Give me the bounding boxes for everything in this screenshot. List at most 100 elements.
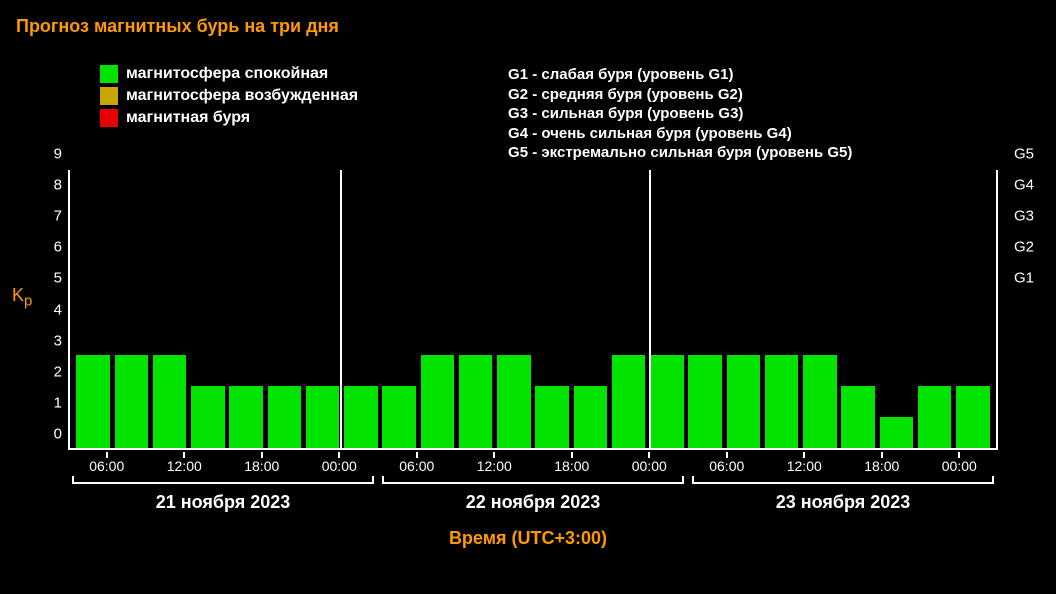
legend: магнитосфера спокойная магнитосфера возбу… <box>100 65 358 163</box>
bar-slot <box>342 170 380 448</box>
bar-slot <box>227 170 265 448</box>
legend-label: магнитосфера спокойная <box>126 65 328 83</box>
bar <box>880 417 914 448</box>
x-tick-mark <box>416 452 418 458</box>
x-tick-mark <box>106 452 108 458</box>
bar-slot <box>418 170 456 448</box>
bar-slot <box>495 170 533 448</box>
y-tick: 7 <box>54 208 62 225</box>
x-tick-mark <box>648 452 650 458</box>
x-tick-mark <box>261 452 263 458</box>
x-ticks: 06:0012:0018:0000:0006:0012:0018:0000:00… <box>68 452 998 482</box>
bar <box>344 386 378 448</box>
bar-slot <box>112 170 150 448</box>
legend-label: магнитная буря <box>126 109 250 127</box>
y-tick: 1 <box>54 395 62 412</box>
bars-container <box>70 170 996 448</box>
y-axis-label: Kp <box>12 285 32 310</box>
bar-slot <box>457 170 495 448</box>
y-tick: 5 <box>54 270 62 287</box>
bar <box>76 355 110 448</box>
bar <box>115 355 149 448</box>
bar <box>650 355 684 448</box>
bar <box>535 386 569 448</box>
bar-slot <box>839 170 877 448</box>
bar-slot <box>648 170 686 448</box>
page-title: Прогноз магнитных бурь на три дня <box>0 0 1056 37</box>
legend-label: магнитосфера возбужденная <box>126 87 358 105</box>
right-axis: G1G2G3G4G5 <box>1006 170 1044 450</box>
legend-swatch <box>100 109 118 127</box>
y-tick: 4 <box>54 301 62 318</box>
bar <box>956 386 990 448</box>
x-axis-label: Время (UTC+3:00) <box>12 528 1044 549</box>
y-tick: 3 <box>54 332 62 349</box>
x-tick-mark <box>493 452 495 458</box>
x-tick: 18:00 <box>864 458 899 474</box>
legend-item: магнитосфера спокойная <box>100 65 358 83</box>
day-separator <box>649 170 651 448</box>
plot-area <box>68 170 998 450</box>
bar-slot <box>380 170 418 448</box>
x-tick: 06:00 <box>399 458 434 474</box>
bar-slot <box>74 170 112 448</box>
bar-slot <box>533 170 571 448</box>
bar <box>727 355 761 448</box>
bar <box>459 355 493 448</box>
x-tick-mark <box>958 452 960 458</box>
bar <box>688 355 722 448</box>
x-tick: 00:00 <box>632 458 667 474</box>
bar <box>497 355 531 448</box>
g-tick: G5 <box>1014 146 1034 163</box>
legend-item: магнитосфера возбужденная <box>100 87 358 105</box>
day-label: 21 ноября 2023 <box>72 482 374 522</box>
legend-item: магнитная буря <box>100 109 358 127</box>
x-tick: 00:00 <box>942 458 977 474</box>
bar <box>574 386 608 448</box>
kp-chart: Kp 0123456789 G1G2G3G4G5 06:0012:0018:00… <box>12 170 1044 540</box>
y-tick: 6 <box>54 239 62 256</box>
bar-slot <box>571 170 609 448</box>
bar-slot <box>916 170 954 448</box>
x-tick-mark <box>338 452 340 458</box>
bar-slot <box>801 170 839 448</box>
top-info: магнитосфера спокойная магнитосфера возбу… <box>0 37 1056 163</box>
bar <box>382 386 416 448</box>
g-tick: G2 <box>1014 239 1034 256</box>
bar <box>229 386 263 448</box>
y-axis: 0123456789 <box>40 170 68 450</box>
bar <box>803 355 837 448</box>
bar <box>421 355 455 448</box>
bar-slot <box>304 170 342 448</box>
legend-swatch <box>100 87 118 105</box>
x-tick: 18:00 <box>554 458 589 474</box>
g-level: G5 - экстремально сильная буря (уровень … <box>508 143 852 163</box>
bar-slot <box>877 170 915 448</box>
x-tick: 12:00 <box>167 458 202 474</box>
x-tick: 18:00 <box>244 458 279 474</box>
x-tick-mark <box>726 452 728 458</box>
day-label: 23 ноября 2023 <box>692 482 994 522</box>
x-tick-mark <box>803 452 805 458</box>
x-tick-mark <box>571 452 573 458</box>
y-tick: 2 <box>54 363 62 380</box>
y-tick: 8 <box>54 177 62 194</box>
g-level: G3 - сильная буря (уровень G3) <box>508 104 852 124</box>
bar <box>306 386 340 448</box>
y-tick: 0 <box>54 426 62 443</box>
x-tick: 06:00 <box>89 458 124 474</box>
bar-slot <box>265 170 303 448</box>
x-tick-mark <box>881 452 883 458</box>
day-label: 22 ноября 2023 <box>382 482 684 522</box>
g-level: G4 - очень сильная буря (уровень G4) <box>508 124 852 144</box>
bar-slot <box>189 170 227 448</box>
y-tick: 9 <box>54 146 62 163</box>
bar <box>918 386 952 448</box>
bar-slot <box>151 170 189 448</box>
g-tick: G1 <box>1014 270 1034 287</box>
g-level: G2 - средняя буря (уровень G2) <box>508 85 852 105</box>
bar <box>268 386 302 448</box>
x-tick-mark <box>183 452 185 458</box>
g-tick: G3 <box>1014 208 1034 225</box>
legend-swatch <box>100 65 118 83</box>
